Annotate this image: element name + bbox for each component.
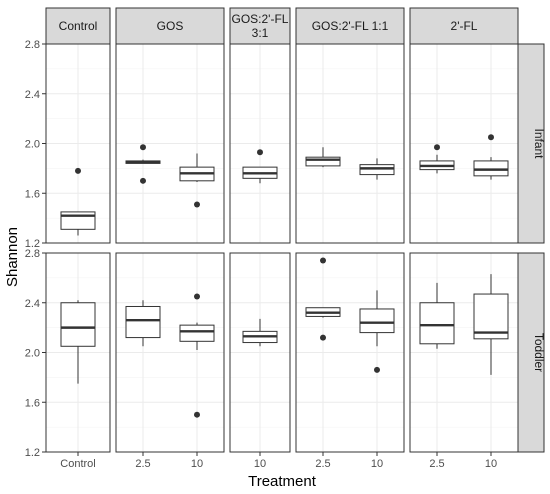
facet-strip-3: [295, 7, 405, 45]
box-toddler-1-1: [179, 293, 215, 418]
outlier-point: [194, 411, 200, 418]
facet-strip-0: [45, 7, 111, 45]
panel-border: [45, 43, 111, 244]
box-infant-3-1: [359, 158, 395, 180]
y-tick-label: 1.6: [25, 397, 40, 409]
panel-infant-4: [409, 43, 519, 244]
panel-toddler-3: [295, 252, 405, 453]
outlier-point: [257, 149, 263, 156]
panel-toddler-0: [45, 252, 111, 453]
facet-row-label: Toddler: [532, 333, 546, 372]
box-iqr: [473, 160, 509, 177]
panel-border: [295, 252, 405, 453]
box-iqr: [179, 324, 215, 342]
facet-strip-label: GOS:2'-FL 1:1: [312, 19, 389, 33]
plot-area: Control GOS GOS:2'-FL3:1 GOS:2'-FL 1:1 2'-FL…: [25, 7, 546, 470]
facet-strip-label: Control: [59, 19, 98, 33]
box-toddler-1-0: [125, 300, 161, 347]
box-infant-1-0: [125, 144, 161, 184]
box-iqr: [305, 156, 341, 167]
box-iqr: [125, 305, 161, 339]
panel-border: [115, 43, 225, 244]
x-tick-label: 10: [485, 458, 497, 470]
facet-row-strip-1: [517, 252, 545, 453]
box-infant-2-0: [242, 149, 278, 184]
facet-strip-1: [115, 7, 225, 45]
box-iqr: [473, 293, 509, 340]
box-infant-3-0: [305, 147, 341, 168]
outlier-point: [320, 257, 326, 264]
panel-border: [409, 43, 519, 244]
box-iqr: [60, 302, 96, 347]
box-toddler-0-0: [60, 300, 96, 384]
y-tick-label: 2.8: [25, 39, 40, 51]
panel-border: [229, 43, 291, 244]
y-tick-label: 1.6: [25, 188, 40, 200]
outlier-point: [374, 366, 380, 373]
panel-infant-0: [45, 43, 111, 244]
facet-strip-label: 2'-FL: [451, 19, 478, 33]
x-tick-label: 10: [254, 458, 266, 470]
facet-row-label: Infant: [532, 128, 546, 159]
y-axis-title: Shannon: [4, 227, 21, 287]
panel-toddler-4: [409, 252, 519, 453]
x-axis-title: Treatment: [248, 473, 317, 490]
y-tick-label: 2.8: [25, 248, 40, 260]
outlier-point: [140, 144, 146, 151]
y-tick-label: 1.2: [25, 447, 40, 459]
outlier-point: [320, 334, 326, 341]
panel-infant-3: [295, 43, 405, 244]
box-infant-1-1: [179, 153, 215, 208]
panel-border: [115, 252, 225, 453]
panel-border: [295, 43, 405, 244]
outlier-point: [75, 167, 81, 174]
box-toddler-4-1: [473, 274, 509, 375]
box-infant-0-0: [60, 167, 96, 236]
box-infant-4-1: [473, 134, 509, 180]
x-tick-label: Control: [60, 458, 95, 470]
facet-strip-label: GOS: [157, 19, 184, 33]
panel-border: [409, 252, 519, 453]
y-tick-label: 2.4: [25, 298, 40, 310]
x-tick-label: 10: [191, 458, 203, 470]
x-tick-label: 2.5: [429, 458, 444, 470]
x-tick-label: 2.5: [315, 458, 330, 470]
box-iqr: [419, 302, 455, 345]
x-tick-label: 2.5: [135, 458, 150, 470]
outlier-point: [488, 134, 494, 141]
box-iqr: [359, 164, 395, 176]
outlier-point: [140, 177, 146, 184]
facet-strip-label: 3:1: [252, 26, 269, 40]
facet-strip-label: GOS:2'-FL: [232, 12, 289, 26]
panel-toddler-1: [115, 252, 225, 453]
box-iqr: [359, 308, 395, 334]
panel-infant-1: [115, 43, 225, 244]
outlier-point: [434, 144, 440, 151]
box-infant-4-0: [419, 144, 455, 174]
box-toddler-2-0: [242, 318, 278, 347]
box-toddler-4-0: [419, 282, 455, 349]
panel-toddler-2: [229, 252, 291, 453]
outlier-point: [194, 293, 200, 300]
box-toddler-3-0: [305, 257, 341, 341]
panel-infant-2: [229, 43, 291, 244]
y-tick-label: 2.0: [25, 139, 40, 151]
y-tick-label: 2.4: [25, 89, 40, 101]
y-tick-label: 2.0: [25, 348, 40, 360]
box-toddler-3-1: [359, 290, 395, 373]
x-tick-label: 10: [371, 458, 383, 470]
y-tick-label: 1.2: [25, 238, 40, 250]
outlier-point: [194, 201, 200, 208]
